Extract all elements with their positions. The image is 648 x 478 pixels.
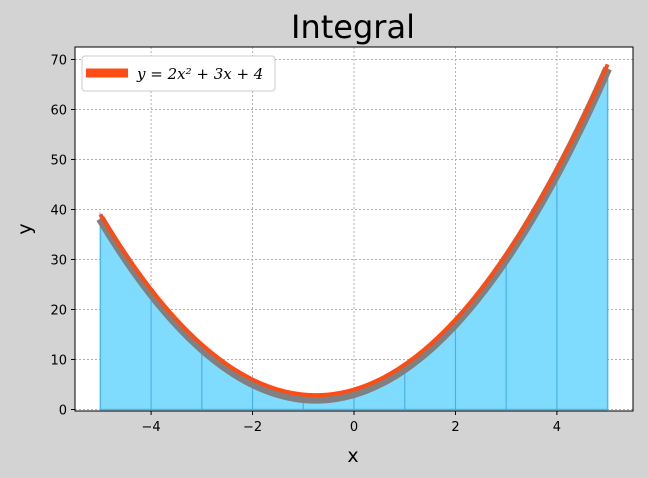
x-tick-label: 2 [451,420,459,435]
x-axis-ticks: −4 −2 0 2 4 [142,411,561,435]
y-tick-label: 40 [50,204,67,219]
x-tick-label: −2 [243,420,262,435]
y-tick-label: 70 [50,54,67,69]
y-tick-label: 30 [50,254,67,269]
chart-title: Integral [291,8,415,46]
y-axis-label: y [14,223,36,234]
y-tick-label: 20 [50,304,67,319]
y-tick-label: 60 [50,104,67,119]
plot-area [74,46,634,412]
legend: y = 2x² + 3x + 4 [81,55,276,92]
legend-label: y = 2x² + 3x + 4 [136,65,263,83]
curve-layer [96,63,612,404]
y-tick-label: 10 [50,354,67,369]
x-axis-label: x [347,445,358,467]
y-tick-label: 0 [59,404,67,419]
y-tick-label: 50 [50,154,67,169]
x-tick-label: 4 [553,420,561,435]
x-tick-label: 0 [350,420,358,435]
legend-box [81,55,276,92]
x-tick-label: −4 [142,420,161,435]
series-line [98,63,610,398]
curve-shadow [96,66,612,404]
y-axis-ticks: 0 10 20 30 40 50 60 70 [50,54,75,419]
